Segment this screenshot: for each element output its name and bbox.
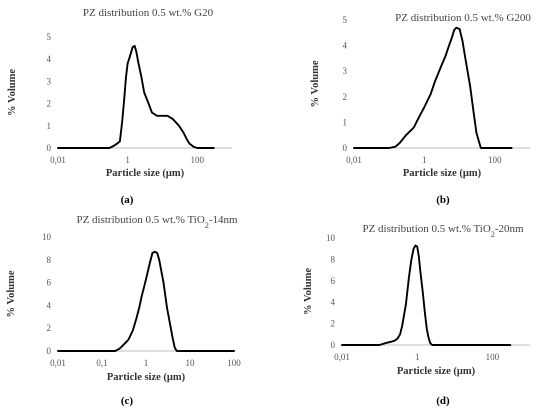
- series-line: [57, 250, 235, 352]
- chart-title: PZ distribution 0.5 wt.% G200: [395, 12, 531, 24]
- y-tick-label: 4: [343, 41, 348, 51]
- x-axis-label: Particle size (μm): [106, 168, 185, 179]
- x-tick-label: 1: [422, 155, 427, 165]
- y-tick-label: 2: [47, 323, 52, 333]
- y-tick-label: 0: [47, 346, 52, 356]
- y-tick-label: 6: [47, 278, 52, 288]
- x-axis-label: Particle size (μm): [403, 168, 482, 179]
- x-tick-label: 100: [488, 155, 502, 165]
- x-tick-label: 1: [415, 352, 420, 362]
- y-tick-label: 4: [331, 297, 336, 307]
- x-tick-label: 0,01: [346, 155, 362, 165]
- y-tick-label: 0: [331, 340, 336, 350]
- y-tick-label: 8: [331, 254, 336, 264]
- y-tick-label: 5: [343, 15, 348, 25]
- chart-panel-3: 0 2 4 6 8 10 0,01 0,1 1 10 100 PZ distribution 0.5 …: [6, 214, 241, 407]
- x-tick-label: 0,1: [96, 358, 107, 368]
- y-axis-label: % Volume: [6, 270, 17, 317]
- x-tick-label: 100: [227, 358, 241, 368]
- y-tick-label: 2: [343, 92, 348, 102]
- panel-label: (d): [436, 395, 450, 407]
- x-tick-label: 100: [190, 155, 204, 165]
- y-tick-label: 0: [343, 143, 348, 153]
- y-tick-label: 3: [47, 76, 52, 86]
- y-tick-label: 2: [47, 99, 52, 109]
- chart-panel-1: 0 1 2 3 4 5 0,01 1 100 PZ distribution 0.5 wt.% G…: [7, 7, 232, 206]
- chart-title: PZ distribution 0.5 wt.% TiO2-20nm: [362, 223, 524, 239]
- x-tick-label: 0,01: [50, 358, 66, 368]
- chart-panel-2: 0 1 2 3 4 5 0,01 1 100 PZ distribution 0.5 wt.% G…: [310, 12, 531, 206]
- x-tick-label: 0,01: [334, 352, 350, 362]
- y-axis-label: % Volume: [310, 60, 321, 107]
- y-axis-label: % Volume: [7, 69, 18, 116]
- chart-panel-4: 0 2 4 6 8 10 0,01 1 100 PZ distribution 0.5 wt.% …: [303, 223, 530, 407]
- y-tick-label: 3: [343, 66, 348, 76]
- y-tick-label: 1: [47, 121, 52, 131]
- panel-label: (b): [436, 194, 450, 206]
- y-tick-label: 5: [47, 32, 52, 42]
- y-tick-label: 1: [343, 117, 348, 127]
- x-tick-label: 10: [186, 358, 196, 368]
- y-axis-label: % Volume: [303, 268, 314, 315]
- x-tick-label: 1: [125, 155, 130, 165]
- y-tick-label: 6: [331, 276, 336, 286]
- series-line: [341, 244, 512, 346]
- panel-label: (c): [121, 395, 134, 407]
- y-tick-label: 4: [47, 300, 52, 310]
- series-line: [57, 44, 215, 149]
- chart-title: PZ distribution 0.5 wt.% G20: [83, 7, 214, 19]
- y-tick-label: 2: [331, 319, 336, 329]
- chart-title: PZ distribution 0.5 wt.% TiO2-14nm: [76, 214, 238, 230]
- y-tick-label: 10: [326, 233, 336, 243]
- y-tick-label: 10: [42, 232, 52, 242]
- series-line: [353, 26, 513, 149]
- x-tick-label: 0,01: [50, 155, 66, 165]
- y-tick-label: 8: [47, 255, 52, 265]
- x-tick-label: 1: [144, 358, 149, 368]
- x-axis-label: Particle size (μm): [397, 366, 476, 377]
- y-tick-label: 4: [47, 54, 52, 64]
- panel-label: (a): [121, 194, 134, 206]
- y-tick-label: 0: [47, 143, 52, 153]
- x-tick-label: 100: [486, 352, 500, 362]
- x-axis-label: Particle size (μm): [107, 372, 186, 383]
